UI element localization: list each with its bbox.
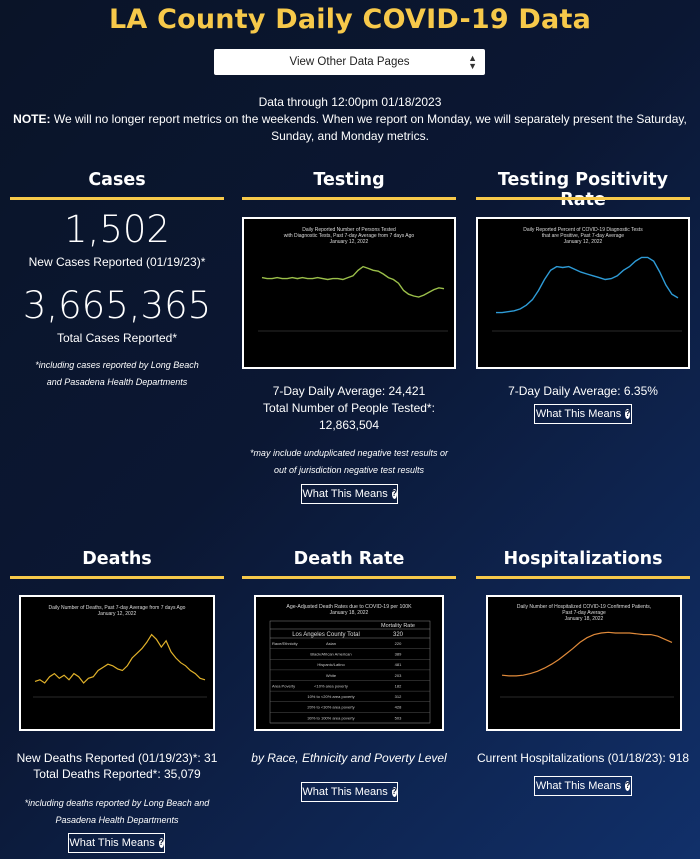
cases-rule xyxy=(10,197,224,200)
data-pages-select[interactable]: View Other Data Pages ▲ ▼ xyxy=(214,49,485,75)
hosp-chart-svg: Daily Number of Hospitalized COVID-19 Co… xyxy=(500,604,674,698)
testing-total-value: 12,863,504 xyxy=(318,418,380,432)
table-row-label: 30% to 100% area poverty xyxy=(307,715,354,720)
weekend-note: NOTE: We will no longer report metrics o… xyxy=(10,111,690,145)
cases-title: Cases xyxy=(88,170,146,190)
hosp-what-this-means-button[interactable]: What This Means? xyxy=(534,776,632,796)
hosp-chart[interactable]: Daily Number of Hospitalized COVID-19 Co… xyxy=(486,595,682,731)
table-row-label: 20% to <30% area poverty xyxy=(307,705,354,710)
question-icon: ? xyxy=(625,409,631,419)
positivity-series-line xyxy=(496,256,679,314)
table-row-value: 428 xyxy=(395,705,402,710)
table-row-value: 389 xyxy=(395,652,402,657)
hosp-chart-title-1: Daily Number of Hospitalized COVID-19 Co… xyxy=(517,604,651,610)
positivity-chart-date: January 12, 2022 xyxy=(564,239,603,245)
death-rate-title: Death Rate xyxy=(293,549,405,569)
question-icon: ? xyxy=(391,787,397,797)
table-rows: Race/Ethnicity Asian 220 Black/African Amer… xyxy=(270,641,430,724)
deaths-footnote: *including deaths reported by Long Beach… xyxy=(24,798,210,825)
death-rate-caption: by Race, Ethnicity and Poverty Level xyxy=(251,751,447,765)
deaths-what-this-means-button[interactable]: What This Means? xyxy=(68,833,165,853)
table-row-value: 312 xyxy=(395,694,402,699)
table-row-label: White xyxy=(326,673,337,678)
deaths-button-label: What This Means xyxy=(69,837,155,849)
table-row-value: 503 xyxy=(395,715,402,720)
table-col-header: Mortality Rate xyxy=(381,623,415,629)
deaths-chart[interactable]: Daily Number of Deaths, Past 7-day Avera… xyxy=(19,595,215,731)
table-row-label: Black/African American xyxy=(310,652,351,657)
table-row-value: 203 xyxy=(395,673,402,678)
question-icon: ? xyxy=(158,838,164,848)
new-deaths: New Deaths Reported (01/19/23)*: 31 xyxy=(16,751,218,765)
testing-chart-svg: Daily Reported Number of Persons Tested … xyxy=(258,227,448,332)
table-row-group: Area Poverty xyxy=(272,683,295,688)
table-row-label: Hispanic/Latino xyxy=(317,662,345,667)
total-deaths: Total Deaths Reported*: 35,079 xyxy=(33,767,201,781)
current-hospitalizations: Current Hospitalizations (01/18/23): 918 xyxy=(476,751,690,765)
hosp-chart-date: January 18, 2022 xyxy=(565,616,604,622)
deaths-title: Deaths xyxy=(82,549,152,569)
testing-chart-title-2: with Diagnostic Tests, Past 7-day Averag… xyxy=(284,233,415,239)
death-rate-table[interactable]: Age-Adjusted Death Rates due to COVID-19… xyxy=(254,595,444,731)
table-row-label: <10% area poverty xyxy=(314,683,348,688)
testing-button-label: What This Means xyxy=(302,488,388,500)
data-as-of: Data through 12:00pm 01/18/2023 xyxy=(258,95,442,109)
total-cases-value: 3,665,365 xyxy=(22,284,212,327)
death-rate-button-label: What This Means xyxy=(302,786,388,798)
new-cases-label: New Cases Reported (01/19/23)* xyxy=(28,255,206,269)
hosp-rule xyxy=(476,576,690,579)
testing-footnote: *may include unduplicated negative test … xyxy=(249,448,449,475)
select-caret-icon: ▲ ▼ xyxy=(468,53,477,71)
table-row-value: 182 xyxy=(395,683,402,688)
positivity-average: 7-Day Daily Average: 6.35% xyxy=(508,384,658,398)
table-total-label: Los Angeles County Total xyxy=(292,632,360,638)
positivity-what-this-means-button[interactable]: What This Means? xyxy=(534,404,632,424)
hosp-title: Hospitalizations xyxy=(503,549,663,569)
table-row-value: 481 xyxy=(395,662,402,667)
table-row-group: Race/Ethnicity xyxy=(272,641,298,646)
deaths-series-line xyxy=(34,633,206,684)
table-row-label: 10% to <20% area poverty xyxy=(307,694,354,699)
table-row-value: 220 xyxy=(395,641,402,646)
testing-chart[interactable]: Daily Reported Number of Persons Tested … xyxy=(242,217,456,369)
death-rate-chart-date: January 18, 2022 xyxy=(330,610,369,616)
note-text: We will no longer report metrics on the … xyxy=(50,112,687,143)
testing-total-label: Total Number of People Tested*: xyxy=(263,401,435,415)
positivity-chart-title-1: Daily Reported Percent of COVID-19 Diagn… xyxy=(523,227,643,233)
testing-chart-date: January 12, 2022 xyxy=(330,239,369,245)
positivity-rule xyxy=(476,197,690,200)
death-rate-chart-title: Age-Adjusted Death Rates due to COVID-19… xyxy=(286,604,412,610)
positivity-chart[interactable]: Daily Reported Percent of COVID-19 Diagn… xyxy=(476,217,690,369)
positivity-title: Testing Positivity Rate xyxy=(497,170,669,210)
death-rate-table-svg: Age-Adjusted Death Rates due to COVID-19… xyxy=(269,604,431,724)
new-cases-value: 1,502 xyxy=(64,208,170,251)
table-row-label: Asian xyxy=(326,641,336,646)
question-icon: ? xyxy=(391,489,397,499)
deaths-chart-date: January 12, 2022 xyxy=(98,611,137,617)
total-cases-label: Total Cases Reported* xyxy=(56,331,178,345)
testing-what-this-means-button[interactable]: What This Means? xyxy=(301,484,398,504)
select-label: View Other Data Pages xyxy=(289,56,410,68)
hosp-series-line xyxy=(501,631,673,677)
note-label: NOTE: xyxy=(13,112,51,126)
hosp-button-label: What This Means xyxy=(535,780,622,792)
testing-rule xyxy=(242,197,456,200)
hosp-chart-title-2: Past 7-day Average xyxy=(562,610,606,616)
cases-footnote: *including cases reported by Long Beach … xyxy=(35,360,199,387)
page-title: LA County Daily COVID-19 Data xyxy=(109,4,591,35)
deaths-rule xyxy=(10,576,224,579)
positivity-chart-title-2: that are Positive, Past 7-day Average xyxy=(542,233,624,239)
deaths-chart-title-1: Daily Number of Deaths, Past 7-day Avera… xyxy=(49,605,186,611)
positivity-button-label: What This Means xyxy=(535,408,622,420)
death-rate-rule xyxy=(242,576,456,579)
death-rate-what-this-means-button[interactable]: What This Means? xyxy=(301,782,398,802)
testing-chart-title-1: Daily Reported Number of Persons Tested xyxy=(302,227,396,233)
testing-series-line xyxy=(261,265,445,298)
positivity-chart-svg: Daily Reported Percent of COVID-19 Diagn… xyxy=(492,227,682,332)
question-icon: ? xyxy=(625,781,631,791)
testing-average: 7-Day Daily Average: 24,421 xyxy=(272,384,426,398)
testing-title: Testing xyxy=(313,170,385,190)
table-total-value: 320 xyxy=(393,632,404,638)
deaths-chart-svg: Daily Number of Deaths, Past 7-day Avera… xyxy=(33,605,207,698)
